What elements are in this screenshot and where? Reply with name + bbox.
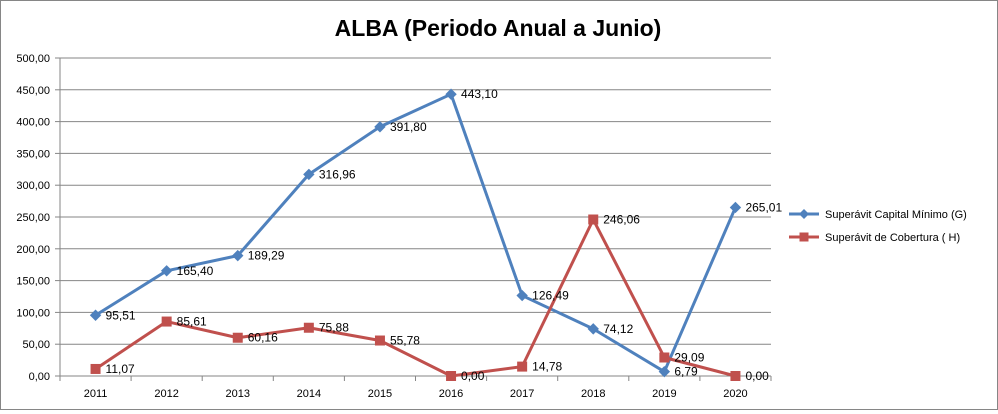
data-point-diamond [445,88,457,100]
data-point-square [517,361,528,372]
x-tick-label: 2019 [652,388,676,400]
data-label: 246,06 [603,213,640,227]
series-line-1 [94,92,737,374]
y-axis: 0,00 50,00 100,00 150,00 200,00 250,00 300,00 3… [16,53,61,383]
legend-marker-square [799,232,809,242]
data-label: 126,49 [532,289,569,303]
legend: Superávit Capital Mínimo (G) Superávit de… [789,209,967,244]
data-point-diamond [516,289,528,302]
data-label: 14,78 [532,360,562,374]
data-label: 85,61 [177,315,207,329]
data-label: 316,96 [319,167,356,181]
y-tick-label: 400,00 [16,117,50,129]
x-tick-label: 2018 [581,388,605,400]
data-point-diamond [587,323,599,335]
data-point-square [90,363,101,374]
data-label: 60,16 [248,331,278,345]
x-tick-label: 2011 [84,388,108,400]
data-point-square [730,371,741,381]
data-label: 6,79 [674,365,698,379]
x-axis: 2011 2012 2013 2014 2015 2016 2017 2018 2019 2020 [59,375,772,400]
data-point-diamond [89,309,102,321]
x-tick-label: 2014 [297,388,321,400]
data-label: 95,51 [106,308,136,322]
data-point-square [161,316,172,327]
y-tick-label: 200,00 [16,244,50,256]
data-label: 391,80 [390,120,427,134]
data-point-square [588,214,599,225]
data-point-square [374,335,385,346]
legend-entry-label: Superávit Capital Mínimo (G) [825,209,967,221]
data-label: 0,00 [745,369,769,383]
x-tick-label: 2016 [439,388,463,400]
y-tick-label: 100,00 [16,307,50,319]
y-tick-label: 500,00 [16,53,50,65]
x-tick-label: 2015 [368,388,392,400]
data-labels: 95,51 165,40 189,29 316,96 391,80 443,10 126,4… [106,87,783,383]
y-tick-label: 350,00 [16,148,50,160]
x-tick-label: 2020 [723,388,747,400]
data-label: 29,09 [674,350,704,364]
data-label: 55,78 [390,334,420,348]
data-point-diamond [374,121,386,133]
y-tick-label: 50,00 [22,339,50,351]
y-tick-label: 450,00 [16,85,50,97]
series-line-2 [94,218,736,378]
x-tick-label: 2017 [510,388,534,400]
data-point-diamond [729,201,742,214]
y-tick-label: 250,00 [16,212,50,224]
data-label: 11,07 [106,362,135,376]
y-tick-label: 0,00 [29,371,50,383]
data-label: 165,40 [177,264,214,278]
x-tick-label: 2013 [226,388,250,400]
data-point-square [659,352,670,363]
data-point-diamond [232,249,244,262]
gridlines [60,57,771,377]
chart-title: ALBA (Periodo Anual a Junio) [335,15,662,41]
data-label: 0,00 [461,369,485,383]
data-label: 74,12 [603,322,633,336]
x-tick-label: 2012 [154,388,178,400]
data-label: 265,01 [745,200,782,214]
data-label: 75,88 [319,321,349,335]
data-label: 189,29 [248,249,285,263]
data-point-diamond [303,168,315,181]
legend-entry-label: Superávit de Cobertura ( H) [825,232,960,244]
data-point-diamond [160,265,173,277]
y-tick-label: 150,00 [16,276,50,288]
data-point-square [446,371,457,381]
data-label: 443,10 [461,87,498,101]
data-point-square [232,332,243,343]
series-layer [89,88,742,381]
legend-marker-diamond [799,209,809,219]
y-tick-label: 300,00 [16,180,50,192]
data-point-diamond [658,365,671,378]
data-point-square [303,322,314,333]
